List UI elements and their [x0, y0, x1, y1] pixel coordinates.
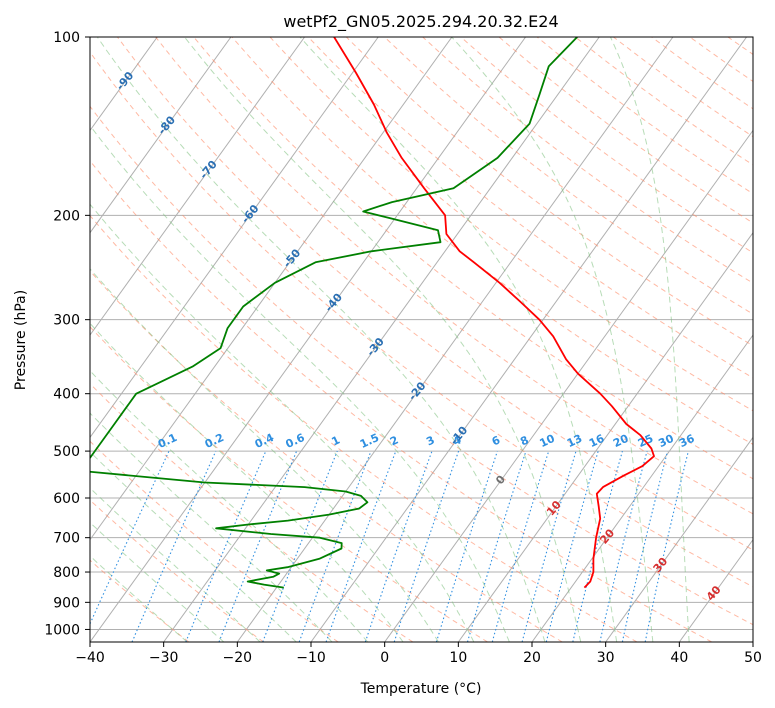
moist-adiabat	[90, 124, 510, 642]
x-tick-label: 20	[523, 650, 541, 666]
x-tick-label: −10	[296, 650, 326, 666]
x-tick-label: −40	[75, 650, 105, 666]
moist-adiabat	[90, 322, 404, 642]
isotherm-line	[457, 231, 753, 642]
mixing-ratio-line	[572, 450, 623, 642]
mixing-ratio-line	[325, 450, 397, 642]
isotherm-line	[531, 334, 753, 642]
dry-adiabat	[90, 160, 712, 642]
x-tick-label: −30	[149, 650, 179, 666]
dry-adiabat	[90, 382, 414, 642]
pressure-grid	[90, 37, 753, 630]
isotherm-line	[678, 538, 753, 642]
isotherm-line	[90, 37, 306, 336]
plot-area: 0.10.20.40.611.52346810131620253036-100-…	[90, 37, 753, 642]
mixing-ratio-line	[521, 450, 577, 642]
moist-adiabat	[96, 37, 546, 642]
mixing-ratio-line	[435, 450, 498, 642]
y-tick-label: 500	[53, 444, 80, 460]
mixing-ratio-line	[491, 450, 550, 642]
moist-adiabat	[90, 521, 225, 642]
isotherm-line	[90, 37, 527, 642]
dry-adiabat	[90, 105, 753, 626]
moist-adiabat	[299, 37, 618, 642]
moist-adiabat	[90, 487, 261, 642]
moist-adiabat	[90, 555, 188, 642]
x-tick-label: 0	[380, 650, 389, 666]
y-tick-label: 700	[53, 531, 80, 547]
mixing-ratio-label: 13	[565, 432, 584, 450]
isotherm-line	[90, 37, 232, 234]
moist-adiabat	[90, 203, 475, 642]
y-tick-label: 400	[53, 387, 80, 403]
mixing-ratio-line	[393, 450, 460, 642]
moist-adiabat	[451, 37, 654, 642]
mixing-ratio-line	[364, 450, 433, 642]
x-tick-label: 50	[744, 650, 762, 666]
dewpoint-profile-line	[90, 37, 578, 589]
y-tick-label: 200	[53, 208, 80, 224]
mixing-ratio-label: 36	[677, 432, 697, 450]
dry-adiabats	[90, 37, 753, 642]
mixing-ratio-line	[621, 450, 669, 642]
y-tick-label: 300	[53, 313, 80, 329]
temperature-profile-line	[333, 37, 655, 589]
isotherm-line	[90, 37, 453, 541]
mixing-ratio-line	[298, 450, 372, 642]
dry-adiabat	[193, 37, 753, 480]
dry-adiabat	[345, 37, 753, 347]
mixing-ratio-label: 20	[611, 432, 631, 450]
moist-adiabats	[90, 37, 690, 642]
mixing-ratio-line	[262, 450, 338, 642]
dry-adiabat	[90, 559, 190, 642]
mixing-ratio-line	[545, 450, 599, 642]
mixing-ratio-label: 16	[587, 432, 607, 450]
isotherm-line	[605, 436, 753, 642]
y-tick-label: 800	[53, 565, 80, 581]
mixing-ratio-lines	[90, 450, 689, 642]
isotherm-line	[163, 37, 600, 642]
dry-adiabat	[90, 270, 563, 642]
mixing-ratio-line	[185, 450, 267, 642]
moist-adiabat	[90, 451, 297, 642]
y-axis-label: Pressure (hPa)	[13, 290, 29, 390]
plot-frame	[89, 36, 754, 643]
y-tick-label: 600	[53, 491, 80, 507]
x-tick-label: 30	[597, 650, 615, 666]
y-tick-label: 100	[53, 30, 80, 46]
mixing-ratio-line	[644, 450, 689, 642]
dry-adiabat	[90, 51, 753, 588]
chart-title: wetPf2_GN05.2025.294.20.32.E24	[283, 12, 558, 32]
mixing-ratio-line	[131, 450, 217, 642]
isotherm-line	[90, 37, 379, 439]
dry-adiabat	[269, 37, 753, 412]
dry-adiabat	[384, 37, 753, 315]
dry-adiabat	[155, 37, 753, 515]
y-tick-label: 900	[53, 595, 80, 611]
dry-adiabat	[90, 214, 638, 642]
mixing-ratio-label: 30	[656, 432, 676, 450]
profile-series	[90, 37, 655, 589]
isotherm-line	[384, 129, 753, 642]
dry-adiabat	[90, 326, 488, 642]
x-tick-label: 10	[449, 650, 467, 666]
dry-adiabat	[422, 37, 753, 284]
axes: −40 −30 −20 −10 0 10 20 30 40 50 100 200 300 400 500 60…	[44, 30, 762, 666]
isotherm-line	[236, 37, 674, 642]
mixing-ratio-label: 10	[538, 432, 558, 450]
x-tick-label: 40	[670, 650, 688, 666]
x-tick-label: −20	[223, 650, 253, 666]
moist-adiabat	[90, 370, 369, 642]
mixing-ratio-line	[218, 450, 298, 642]
mixing-ratio-line	[599, 450, 648, 642]
y-tick-label: 1000	[44, 622, 80, 638]
mixing-ratio-line	[466, 450, 527, 642]
x-axis-label: Temperature (°C)	[360, 681, 482, 697]
moist-adiabat	[610, 37, 690, 642]
